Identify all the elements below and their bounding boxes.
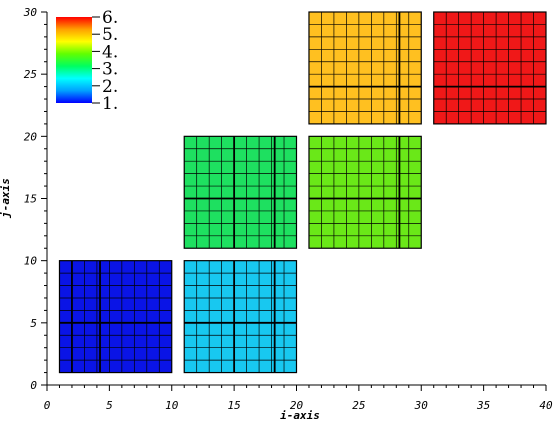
legend-label: 4. (102, 42, 118, 62)
block-border (183, 260, 298, 374)
block-fill (59, 260, 172, 373)
block-border (183, 135, 298, 249)
y-tick-label: 20 (24, 130, 38, 143)
block-fill (308, 12, 422, 124)
block-fill (433, 12, 546, 124)
block-5 (308, 11, 422, 125)
block-2 (183, 260, 298, 374)
legend-label: 2. (102, 77, 118, 97)
block-3 (183, 135, 298, 249)
block-fill (184, 260, 297, 373)
y-axis-title: j-axis (0, 178, 12, 219)
x-tick-label: 35 (476, 399, 490, 412)
x-tick-label: 15 (228, 399, 241, 412)
block-4 (308, 135, 422, 249)
y-tick-label: 10 (24, 255, 38, 268)
block-border (308, 11, 422, 125)
legend-label: 1. (102, 94, 118, 114)
block-1 (58, 260, 173, 374)
x-tick-label: 0 (44, 399, 51, 412)
y-tick-label: 5 (30, 317, 37, 330)
color-legend: 1.2.3.4.5.6. (56, 8, 118, 114)
block-border (433, 11, 547, 125)
block-6 (433, 11, 547, 125)
block-fill (308, 136, 422, 249)
block-fill (184, 136, 297, 249)
x-tick-label: 5 (106, 399, 113, 412)
y-tick-label: 15 (24, 193, 37, 206)
x-tick-label: 20 (290, 399, 304, 412)
y-tick-label: 0 (30, 379, 37, 392)
axis-ticks: 0 5 10 15 20 25 30 35 40 0 5 10 15 20 25 30 (23, 6, 553, 412)
legend-label: 6. (102, 8, 118, 28)
data-blocks (58, 11, 547, 374)
x-tick-label: 25 (352, 399, 365, 412)
x-tick-label: 40 (539, 399, 553, 412)
x-tick-label: 10 (165, 399, 179, 412)
block-border (58, 260, 173, 374)
legend-colorbar (56, 17, 92, 103)
legend-label: 3. (102, 60, 118, 80)
y-tick-label: 30 (23, 6, 38, 19)
x-tick-label: 30 (414, 399, 429, 412)
y-tick-label: 25 (24, 68, 37, 81)
legend-label: 5. (102, 25, 118, 45)
x-axis-title: i-axis (280, 409, 320, 422)
block-border (308, 135, 422, 249)
